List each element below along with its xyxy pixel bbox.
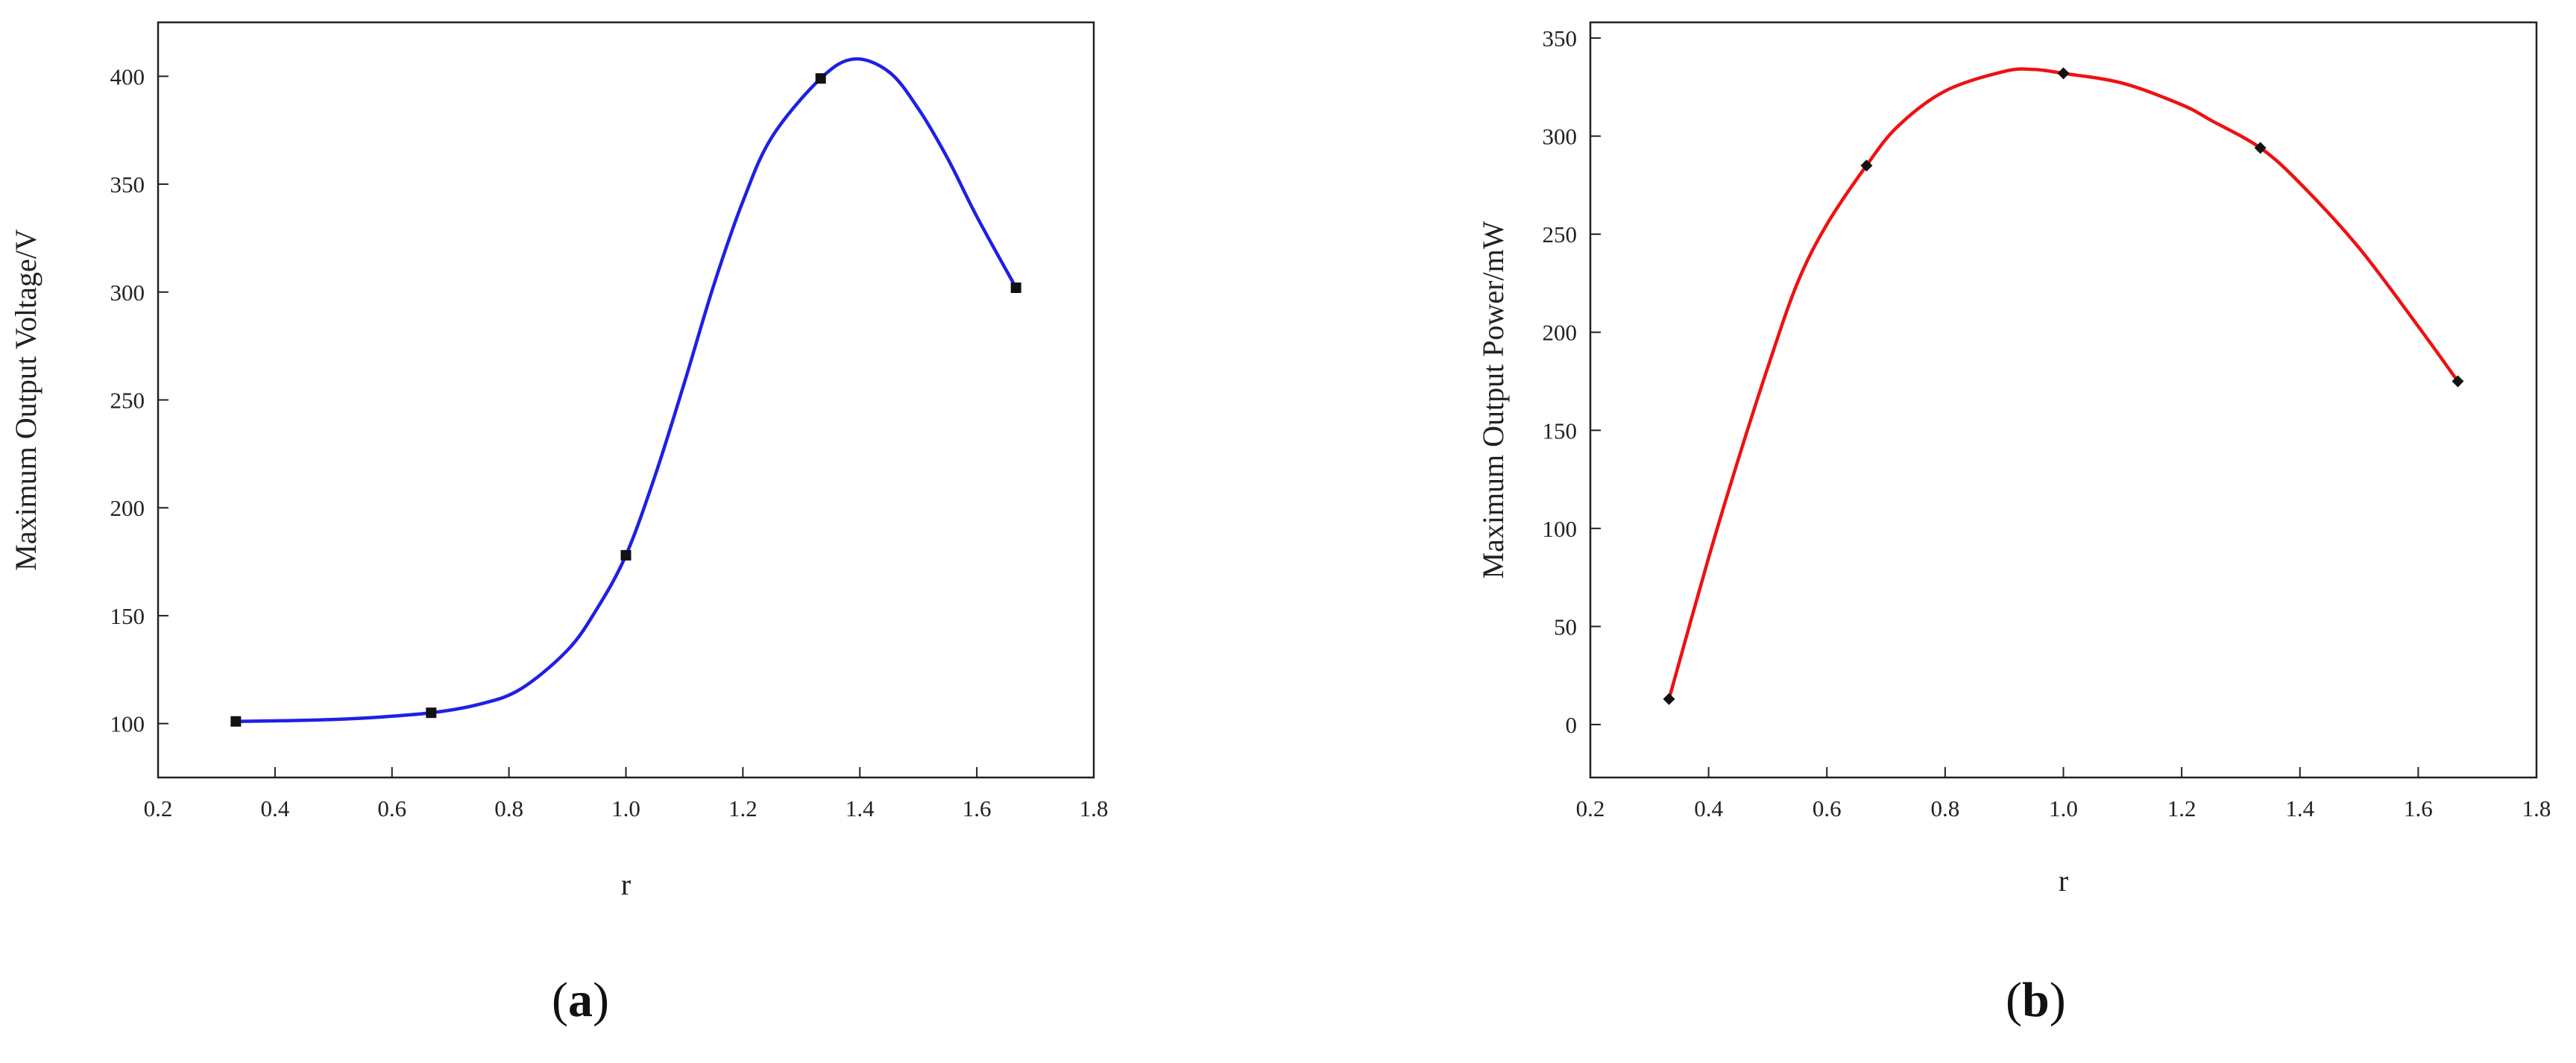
y-tick-label: 250 xyxy=(110,388,145,414)
data-point xyxy=(620,549,632,561)
data-point xyxy=(230,716,242,727)
y-tick-label: 150 xyxy=(1543,417,1578,444)
x-axis-title: r xyxy=(621,868,631,901)
x-tick-label: 1.6 xyxy=(2404,795,2433,821)
x-tick-label: 0.6 xyxy=(377,795,406,821)
y-axis-title: Maximum Output Voltage/V xyxy=(9,229,42,571)
x-tick-label: 1.2 xyxy=(2167,795,2196,821)
x-tick-label: 1.2 xyxy=(728,795,758,821)
x-tick-label: 1.6 xyxy=(963,795,992,821)
y-tick-label: 50 xyxy=(1554,613,1577,640)
data-point xyxy=(1663,693,1675,705)
y-axis-title: Maximum Output Power/mW xyxy=(1476,221,1510,578)
x-tick-label: 0.2 xyxy=(144,795,173,821)
x-tick-label: 1.0 xyxy=(2049,795,2078,821)
x-tick-label: 0.8 xyxy=(1931,795,1960,821)
x-axis-title: r xyxy=(2059,864,2068,898)
y-tick-label: 100 xyxy=(1543,516,1578,542)
y-tick-label: 300 xyxy=(110,280,145,306)
y-tick-label: 400 xyxy=(110,63,145,89)
plot-frame xyxy=(1589,21,2538,779)
x-tick-label: 1.4 xyxy=(845,795,875,821)
x-tick-label: 1.0 xyxy=(611,795,640,821)
data-point xyxy=(1010,282,1021,293)
y-tick-label: 250 xyxy=(1543,221,1578,247)
x-tick-label: 0.8 xyxy=(494,795,523,821)
y-tick-label: 100 xyxy=(110,711,145,737)
y-tick-label: 0 xyxy=(1566,712,1578,738)
panel-label-b-letter: b xyxy=(2021,973,2050,1027)
panel-label-b: (b) xyxy=(2006,973,2066,1027)
data-point xyxy=(815,73,826,84)
x-tick-label: 1.4 xyxy=(2285,795,2314,821)
series-line xyxy=(234,57,1018,723)
data-point xyxy=(2254,142,2267,154)
y-tick-label: 200 xyxy=(1543,320,1578,346)
x-tick-label: 0.4 xyxy=(1694,795,1723,821)
y-tick-label: 350 xyxy=(1543,25,1578,51)
data-point xyxy=(1860,160,1873,172)
y-tick-label: 300 xyxy=(1543,124,1578,150)
data-point xyxy=(2451,375,2464,388)
y-tick-label: 350 xyxy=(110,171,145,198)
series-line xyxy=(1667,67,2460,701)
data-point xyxy=(2057,67,2070,80)
panel-label-a: (a) xyxy=(552,973,609,1027)
x-tick-label: 1.8 xyxy=(1080,795,1109,821)
plot-frame xyxy=(157,21,1095,779)
chart-power-vs-r: 0.2 0.4 0.6 0.8 1.0 1.2 1.4 1.6 1.8 0 50 100 150 200 2… xyxy=(1476,21,2551,898)
x-tick-label: 0.6 xyxy=(1813,795,1842,821)
chart-voltage-vs-r: 0.2 0.4 0.6 0.8 1.0 1.2 1.4 1.6 1.8 100 150 200 250 3… xyxy=(9,21,1109,901)
y-tick-label: 150 xyxy=(110,603,145,629)
x-tick-label: 1.8 xyxy=(2522,795,2551,821)
x-tick-label: 0.4 xyxy=(261,795,290,821)
x-tick-label: 0.2 xyxy=(1576,795,1605,821)
panel-label-a-letter: a xyxy=(567,973,593,1027)
data-point xyxy=(426,707,437,719)
y-tick-label: 200 xyxy=(110,495,145,521)
